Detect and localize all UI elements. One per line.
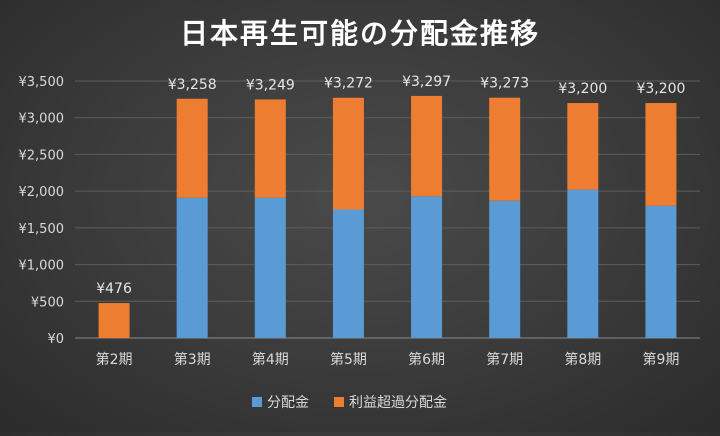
legend: 分配金 利益超過分配金 (252, 395, 447, 411)
x-tick-label: 第8期 (564, 351, 601, 368)
bar-segment (489, 200, 521, 338)
chart-title: 日本再生可能の分配金推移 (179, 17, 540, 50)
y-tick-label: ¥2,000 (19, 185, 65, 200)
legend-swatch (252, 397, 262, 407)
y-tick-label: ¥1,500 (19, 222, 65, 237)
bar-segment (567, 103, 599, 190)
y-tick-label: ¥0 (47, 332, 64, 347)
x-tick-label: 第3期 (174, 351, 211, 368)
bar-segment (645, 103, 677, 206)
bar-segment (98, 303, 130, 338)
y-tick-label: ¥1,000 (19, 259, 65, 274)
y-tick-label: ¥3,500 (19, 75, 65, 90)
bar-segment (645, 205, 677, 338)
x-tick-label: 第5期 (330, 351, 367, 368)
bar-segment (411, 95, 443, 197)
data-label: ¥476 (96, 281, 132, 297)
y-tick-label: ¥3,000 (19, 112, 65, 127)
data-label: ¥3,272 (324, 76, 373, 92)
data-label: ¥3,297 (402, 74, 451, 90)
x-axis-ticks: 第2期 第3期 第4期 第5期 第6期 第7期 第8期 第9期 (96, 351, 680, 368)
legend-swatch (334, 397, 344, 407)
x-tick-label: 第7期 (486, 351, 523, 368)
x-tick-label: 第9期 (642, 351, 679, 368)
bar-segment (176, 197, 208, 338)
bar-segment (254, 99, 286, 198)
data-label: ¥3,273 (480, 76, 529, 92)
bar-segment (176, 98, 208, 198)
bar-segment (332, 209, 364, 338)
bar-segment (254, 197, 286, 338)
data-labels: ¥476 ¥3,258 ¥3,249 ¥3,272 ¥3,297 ¥3,273 ¥3,200… (96, 74, 685, 297)
bar-segment (567, 189, 599, 338)
bar-segment (332, 97, 364, 210)
data-label: ¥3,200 (558, 81, 607, 97)
y-tick-label: ¥500 (31, 295, 64, 310)
legend-label: 利益超過分配金 (349, 395, 447, 411)
bar-segment (489, 97, 521, 201)
data-label: ¥3,258 (168, 77, 217, 93)
gridlines (75, 80, 700, 339)
bar-segment (411, 196, 443, 338)
y-axis-ticks: ¥0 ¥500 ¥1,000 ¥1,500 ¥2,000 ¥2,500 ¥3,000 ¥3,5… (19, 75, 65, 347)
x-tick-label: 第4期 (252, 351, 289, 368)
data-label: ¥3,200 (636, 81, 685, 97)
bars (98, 95, 677, 338)
y-tick-label: ¥2,500 (19, 148, 65, 163)
x-tick-label: 第6期 (408, 351, 445, 368)
x-tick-label: 第2期 (96, 351, 133, 368)
data-label: ¥3,249 (246, 77, 295, 93)
legend-label: 分配金 (267, 395, 309, 411)
